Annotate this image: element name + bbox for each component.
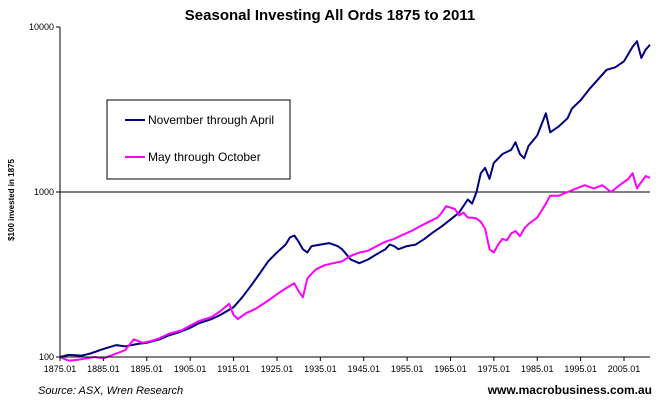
x-tick-label: 1975.01 [478,364,511,374]
x-tick-label: 1885.01 [87,364,120,374]
x-tick-label: 2005.01 [608,364,641,374]
website-label: www.macrobusiness.com.au [487,383,652,397]
y-tick-label: 100 [39,352,54,362]
legend-box [106,99,291,180]
x-tick-label: 1875.01 [44,364,77,374]
series-line-may-through-october [59,172,651,362]
x-tick-label: 1985.01 [521,364,554,374]
series-line-november-through-april [59,40,651,358]
chart-title: Seasonal Investing All Ords 1875 to 2011 [185,7,475,24]
y-axis-label: $100 invested in 1875 [7,159,16,241]
y-axis-ticks: 100 1000 10000 [29,22,60,362]
x-tick-label: 1955.01 [391,364,424,374]
legend-label-november-april: November through April [148,113,274,127]
y-tick-label: 1000 [34,187,54,197]
x-tick-label: 1915.01 [217,364,250,374]
x-tick-label: 1935.01 [304,364,337,374]
source-note: Source: ASX, Wren Research [38,385,183,397]
legend: November through April May through Octob… [106,99,291,180]
legend-label-may-october: May through October [148,150,261,164]
x-tick-label: 1965.01 [434,364,467,374]
x-axis-ticks: 1875.01 1885.01 1895.01 1905.01 1915.01 1925.… [44,357,641,374]
x-tick-label: 1945.01 [347,364,380,374]
x-tick-label: 1925.01 [261,364,294,374]
x-tick-label: 1995.01 [564,364,597,374]
y-tick-label: 10000 [29,22,54,32]
series-lines [59,40,651,362]
x-tick-label: 1895.01 [131,364,164,374]
x-tick-label: 1905.01 [174,364,207,374]
